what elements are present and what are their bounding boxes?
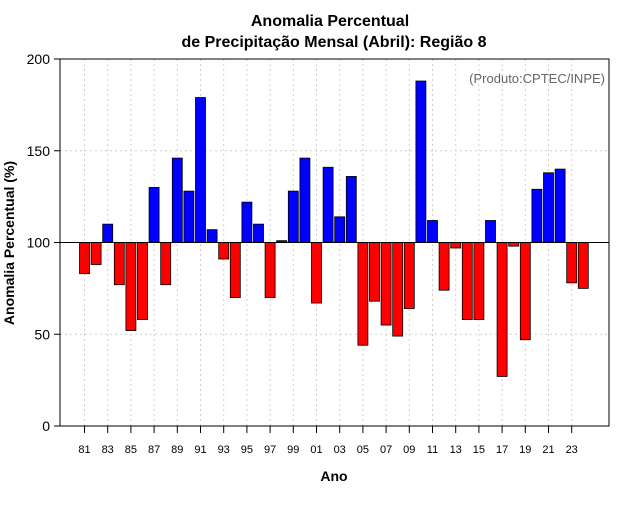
bar [345,176,357,243]
x-tick-label: 87 [148,444,160,456]
bar [496,242,508,377]
bar [450,242,462,249]
bar [171,157,183,243]
bar [357,242,369,346]
bar [438,242,450,291]
y-tick-label: 0 [42,418,50,434]
x-tick-label: 97 [264,444,276,456]
bar [473,242,485,320]
bar [566,242,578,284]
x-tick-label: 03 [334,444,346,456]
bar-layer [79,80,589,377]
bar [392,242,404,337]
bar [195,97,206,243]
bar [125,242,137,331]
x-tick-label: 83 [102,444,114,456]
bar [287,190,299,243]
bar [206,229,218,243]
bar [183,190,195,243]
bar [380,242,392,326]
annotation-label: (Produto:CPTEC/INPE) [469,71,605,86]
bar [229,242,241,298]
chart-title-line1: Anomalia Percentual [251,13,409,30]
y-axis: 0 50 100 150 200 [27,51,60,434]
bar [334,216,346,243]
x-tick-label: 05 [357,444,369,456]
x-tick-label: 07 [380,444,392,456]
bar [264,242,276,298]
bar [90,242,102,265]
bar [369,242,380,302]
x-tick-label: 09 [403,444,415,456]
x-tick-label: 19 [519,444,531,456]
y-tick-label: 50 [34,326,50,342]
bar [79,242,90,275]
bar [519,242,531,341]
bar [299,157,311,243]
bar [218,242,230,260]
bar [160,242,172,286]
bar [137,242,148,320]
y-tick-label: 150 [27,143,51,159]
x-tick-label: 89 [171,444,183,456]
x-tick-label: 11 [427,444,438,456]
bar [253,223,264,243]
x-tick-label: 93 [218,444,230,456]
x-tick-label: 91 [194,444,206,456]
x-tick-label: 15 [473,444,485,456]
bar [415,80,427,243]
bar [461,242,473,320]
bar [554,168,566,243]
x-tick-label: 17 [496,444,508,456]
y-axis-label: Anomalia Percentual (%) [1,161,17,325]
bar [241,201,253,243]
bar [508,242,520,247]
bar [113,242,125,286]
x-tick-label: 85 [125,444,137,456]
x-axis-label: Ano [320,468,347,484]
bar [577,242,589,289]
x-tick-label: 21 [542,444,554,456]
bar [427,220,438,243]
bar [403,242,415,309]
bar [311,242,322,304]
bar [485,220,496,243]
x-tick-label: 13 [450,444,462,456]
chart-title-line2: de Precipitação Mensal (Abril): Região 8 [182,34,487,51]
x-axis: 81 83 85 87 89 91 93 95 97 99 01 03 05 07 09 11 13 15 17 19… [78,426,578,456]
x-tick-label: 95 [241,444,253,456]
x-tick-label: 23 [566,444,578,456]
y-tick-label: 200 [27,51,51,67]
bar [148,187,160,243]
bar [102,223,114,243]
bar [543,172,554,243]
bar [322,166,334,243]
bar [531,188,543,243]
x-tick-label: 81 [78,444,90,456]
y-tick-label: 100 [27,235,51,251]
x-tick-label: 01 [310,444,322,456]
x-tick-label: 99 [287,444,299,456]
